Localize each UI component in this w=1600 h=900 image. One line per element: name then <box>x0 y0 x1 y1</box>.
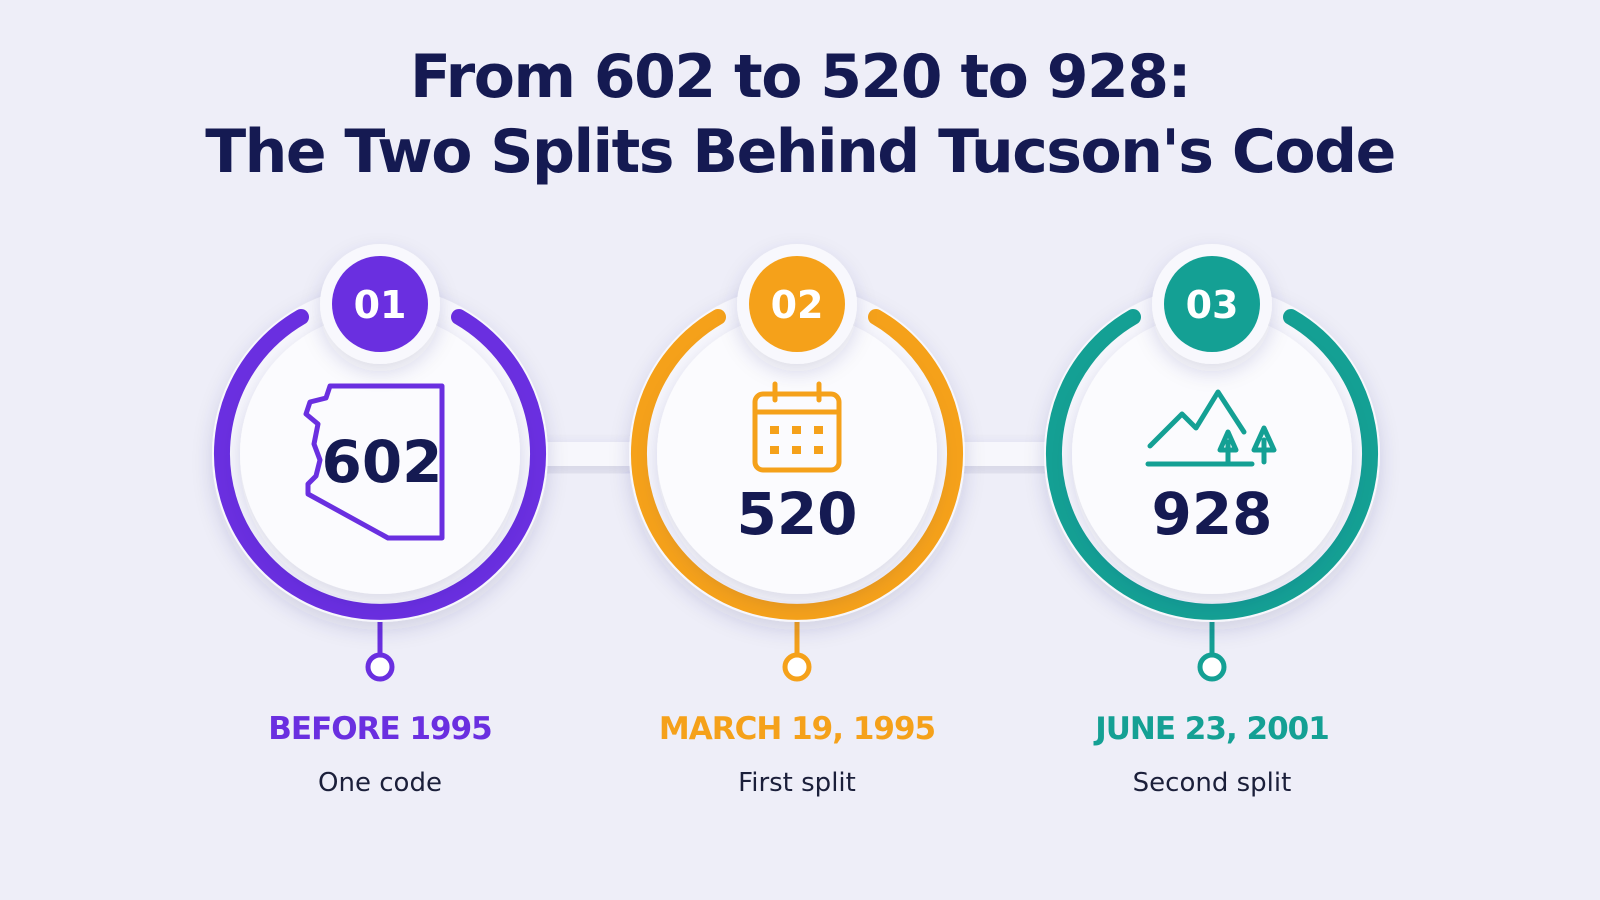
step-date: BEFORE 1995 <box>268 711 491 747</box>
badge <box>1164 256 1260 352</box>
arizona-icon <box>303 383 445 541</box>
ring <box>631 309 963 620</box>
step-number: 01 <box>354 283 407 327</box>
step: 01 602 <box>212 244 548 682</box>
title-line: From 602 to 520 to 928: <box>410 42 1190 112</box>
badge <box>749 256 845 352</box>
connector <box>950 442 1060 466</box>
step-date: JUNE 23, 2001 <box>1093 711 1329 747</box>
title-line: The Two Splits Behind Tucson's Code <box>205 117 1395 187</box>
step-date: MARCH 19, 1995 <box>659 711 935 747</box>
step-caption: Second split <box>1133 768 1292 798</box>
node-dot <box>782 652 812 682</box>
mountain-icon <box>1145 389 1277 467</box>
step-number: 02 <box>771 283 824 327</box>
area-code: 602 <box>321 428 442 496</box>
step-caption: One code <box>318 768 442 798</box>
calendar-icon <box>752 381 842 473</box>
step: 02 520 <box>629 244 965 682</box>
area-code: 928 <box>1151 480 1272 548</box>
step-number: 03 <box>1186 283 1239 327</box>
inner-disk <box>1072 314 1352 594</box>
step-caption: First split <box>738 768 856 798</box>
calendar-days <box>770 426 823 454</box>
badge <box>332 256 428 352</box>
inner-disk <box>240 314 520 594</box>
ring <box>1046 309 1378 620</box>
step: 03 928 <box>1044 244 1380 682</box>
node-dot <box>1197 652 1227 682</box>
node-dot <box>365 652 395 682</box>
ring <box>214 309 546 620</box>
connector <box>530 442 640 466</box>
area-code: 520 <box>736 480 857 548</box>
